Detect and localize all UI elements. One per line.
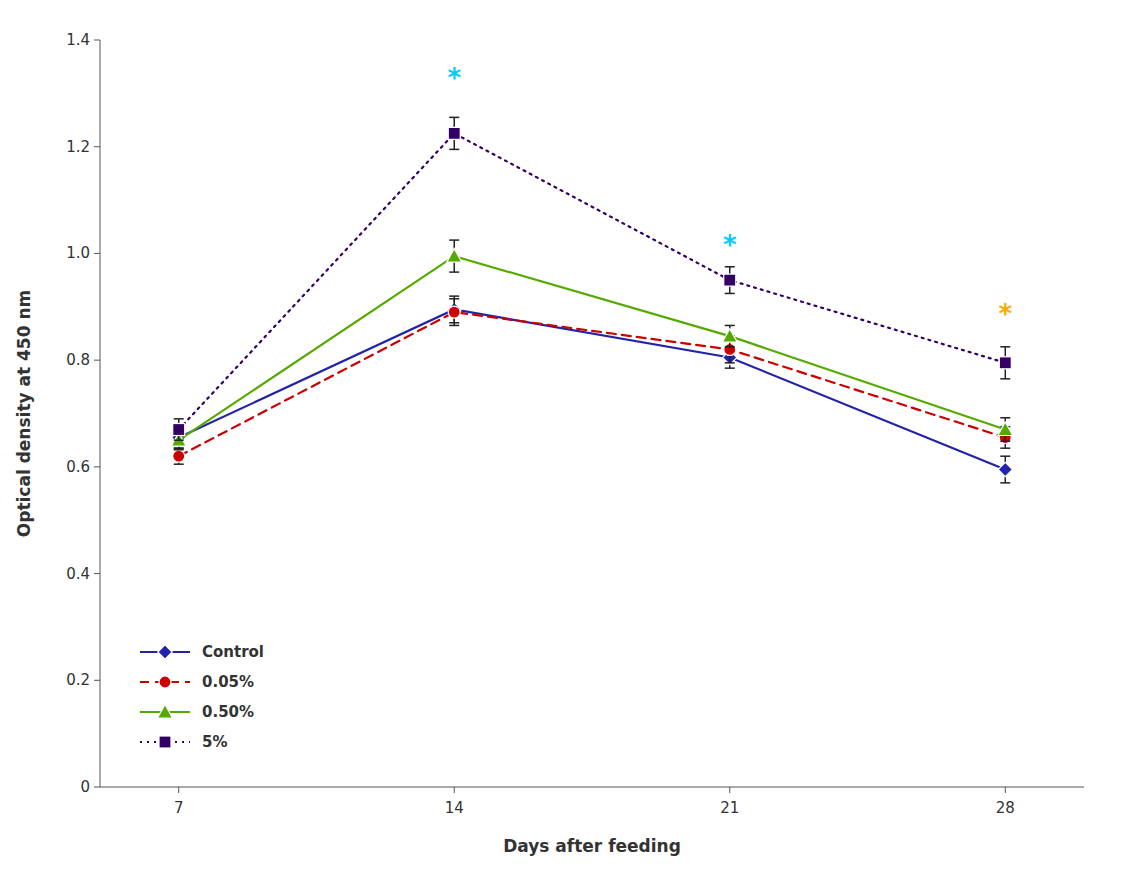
y-tick-label: 0.2 [66, 671, 90, 689]
point [722, 329, 737, 343]
y-tick [94, 787, 100, 788]
y-tick [94, 360, 100, 361]
legend-marker [158, 645, 172, 659]
y-tick [94, 40, 100, 41]
y-tick [94, 573, 100, 574]
y-tick [94, 466, 100, 467]
series-line [179, 312, 1006, 456]
y-axis-line [100, 40, 101, 787]
y-tick [94, 680, 100, 681]
legend-label: Control [202, 643, 264, 661]
error-bar [174, 448, 184, 464]
error-bar [1000, 347, 1010, 379]
point [173, 424, 185, 436]
y-tick-label: 0.4 [66, 565, 90, 583]
series-line [179, 309, 1006, 469]
x-tick [178, 787, 179, 793]
annotations: * * * [447, 63, 1012, 329]
x-tick [729, 787, 730, 793]
y-tick-label: 1.2 [66, 138, 90, 156]
legend-marker [159, 736, 171, 748]
annotation: * [447, 63, 461, 93]
error-bar [725, 267, 735, 294]
y-tick [94, 253, 100, 254]
legend-marker [159, 676, 171, 688]
legend-label: 5% [202, 733, 227, 751]
point [998, 462, 1012, 476]
x-axis-label: Days after feeding [503, 836, 681, 856]
legend-item: Control [140, 643, 264, 661]
x-tick-label: 28 [996, 799, 1015, 817]
legend-marker [158, 705, 173, 719]
point [999, 357, 1011, 369]
axes: 7 14 21 28 0 0.2 0.4 0.6 0.8 1.0 1.2 1.4 [66, 31, 1084, 817]
y-tick-label: 0.6 [66, 458, 90, 476]
legend-label: 0.05% [202, 673, 254, 691]
point [724, 274, 736, 286]
series-line [179, 256, 1006, 440]
x-tick-label: 21 [720, 799, 739, 817]
series [173, 299, 1012, 464]
legend-label: 0.50% [202, 703, 254, 721]
annotation: * [998, 299, 1012, 329]
y-tick-label: 1.4 [66, 31, 90, 49]
x-axis-line [100, 787, 1084, 788]
point [448, 306, 460, 318]
legend-item: 0.05% [140, 673, 254, 691]
y-tick [94, 146, 100, 147]
y-tick-label: 0 [80, 778, 90, 796]
error-bar [174, 419, 184, 440]
x-tick [1005, 787, 1006, 793]
chart: 7 14 21 28 0 0.2 0.4 0.6 0.8 1.0 1.2 1.4 Days after … [0, 0, 1124, 877]
x-tick-label: 14 [445, 799, 464, 817]
y-tick-label: 1.0 [66, 244, 90, 262]
point [448, 127, 460, 139]
series [171, 240, 1013, 450]
annotation: * [723, 230, 737, 260]
point [447, 249, 462, 263]
series [173, 117, 1012, 440]
series-line [179, 133, 1006, 429]
error-bar [449, 117, 459, 149]
point [998, 422, 1013, 436]
legend-item: 0.50% [140, 703, 254, 721]
y-axis-label: Optical density at 450 nm [14, 290, 34, 537]
plot-area [171, 117, 1013, 482]
legend: Control 0.05% 0.50% 5% [140, 643, 264, 751]
error-bar [449, 299, 459, 326]
x-tick [454, 787, 455, 793]
x-tick-label: 7 [174, 799, 184, 817]
legend-item: 5% [140, 733, 227, 751]
point [173, 450, 185, 462]
y-tick-label: 0.8 [66, 351, 90, 369]
